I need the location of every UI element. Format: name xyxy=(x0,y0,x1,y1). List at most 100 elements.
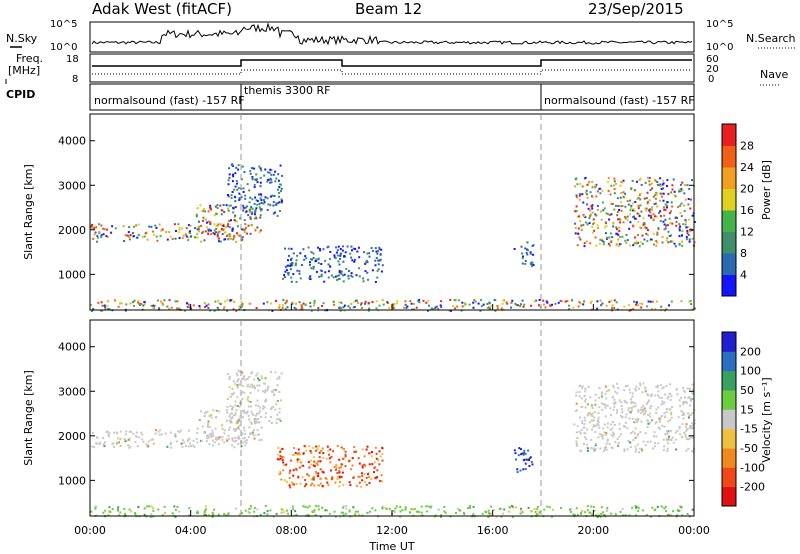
data-cell-power-3 xyxy=(285,265,288,268)
data-cell-velocity-3 xyxy=(374,466,377,469)
data-cell-power-5 xyxy=(660,192,663,195)
data-cell-power-2 xyxy=(240,178,243,181)
beam-label: Beam 12 xyxy=(355,0,422,18)
data-cell-velocity-4 xyxy=(519,448,522,451)
data-cell-velocity-6 xyxy=(519,512,522,515)
data-cell-velocity-3 xyxy=(301,464,304,467)
data-cell-velocity-3 xyxy=(357,457,360,460)
data-cell-power-5 xyxy=(649,183,652,186)
data-cell-velocity-6 xyxy=(603,514,606,516)
data-cell-power-1 xyxy=(253,217,256,220)
data-cell-power-5 xyxy=(685,238,688,241)
data-cell-power-1 xyxy=(243,219,246,222)
data-cell-power-6 xyxy=(293,306,296,309)
data-cell-power-6 xyxy=(137,300,140,302)
data-cell-power-5 xyxy=(615,232,618,235)
data-cell-power-5 xyxy=(672,178,675,181)
data-cell-power-0 xyxy=(216,235,219,238)
data-cell-power-2 xyxy=(263,174,266,177)
data-cell-power-6 xyxy=(396,300,399,303)
data-cell-power-2 xyxy=(260,194,263,197)
data-cell-power-3 xyxy=(371,249,374,252)
data-cell-velocity-5 xyxy=(645,402,648,405)
data-cell-power-2 xyxy=(236,182,239,185)
data-cell-velocity-3 xyxy=(379,480,382,483)
data-cell-velocity-1 xyxy=(218,436,221,439)
data-cell-power-6 xyxy=(291,302,294,305)
data-cell-velocity-5 xyxy=(612,431,615,434)
data-cell-power-3 xyxy=(298,270,301,273)
data-cell-velocity-1 xyxy=(248,426,251,429)
data-cell-power-5 xyxy=(612,222,615,225)
data-cell-power-6 xyxy=(544,306,547,309)
data-cell-power-5 xyxy=(608,218,611,221)
data-cell-power-5 xyxy=(667,241,670,244)
data-cell-power-5 xyxy=(673,242,676,245)
data-cell-velocity-6 xyxy=(128,508,131,511)
data-cell-power-5 xyxy=(643,238,646,241)
data-cell-power-5 xyxy=(617,238,620,241)
data-cell-velocity-5 xyxy=(668,392,671,395)
data-cell-power-6 xyxy=(342,306,345,309)
data-cell-velocity-5 xyxy=(639,412,642,415)
data-cell-power-6 xyxy=(600,304,603,307)
data-cell-power-6 xyxy=(360,303,362,306)
data-cell-power-6 xyxy=(502,308,505,311)
noise-tick-top: 10^5 xyxy=(50,19,77,30)
data-cell-velocity-3 xyxy=(361,466,364,469)
data-cell-power-3 xyxy=(290,258,292,261)
data-cell-power-3 xyxy=(296,254,299,257)
data-cell-velocity-3 xyxy=(328,457,331,460)
data-cell-velocity-6 xyxy=(225,514,228,517)
data-cell-velocity-5 xyxy=(634,405,637,408)
data-cell-power-0 xyxy=(98,223,101,226)
data-cell-velocity-6 xyxy=(345,504,348,507)
data-cell-velocity-5 xyxy=(653,431,656,434)
data-cell-power-5 xyxy=(635,240,638,243)
data-cell-power-0 xyxy=(194,227,196,230)
data-cell-power-2 xyxy=(278,195,280,198)
data-cell-velocity-0 xyxy=(174,435,177,438)
data-cell-velocity-1 xyxy=(207,422,210,425)
velocity-colorbar-segment xyxy=(722,351,736,372)
data-cell-velocity-3 xyxy=(306,473,309,476)
data-cell-velocity-5 xyxy=(644,390,647,393)
xtick-label: 00:00 xyxy=(74,524,106,537)
data-cell-velocity-6 xyxy=(345,507,348,510)
data-cell-power-6 xyxy=(519,305,522,307)
data-cell-velocity-6 xyxy=(203,511,206,514)
data-cell-power-2 xyxy=(281,174,284,177)
data-cell-velocity-2 xyxy=(267,385,270,388)
data-cell-power-2 xyxy=(269,204,272,207)
data-cell-power-0 xyxy=(154,224,157,227)
data-cell-velocity-3 xyxy=(338,475,341,478)
data-cell-power-5 xyxy=(574,178,577,181)
data-cell-power-5 xyxy=(634,236,636,239)
data-cell-power-2 xyxy=(272,204,275,207)
data-cell-velocity-0 xyxy=(189,442,192,445)
data-cell-velocity-6 xyxy=(211,516,214,518)
data-cell-power-3 xyxy=(363,251,366,254)
data-cell-power-3 xyxy=(329,250,332,253)
data-cell-power-6 xyxy=(375,300,378,303)
data-cell-power-6 xyxy=(114,299,117,302)
data-cell-power-3 xyxy=(309,263,311,266)
power-colorbar-tick: 8 xyxy=(740,247,747,260)
data-cell-velocity-5 xyxy=(677,416,680,419)
data-cell-power-6 xyxy=(238,308,241,311)
data-cell-velocity-3 xyxy=(363,472,366,475)
data-cell-velocity-6 xyxy=(250,507,253,510)
data-cell-power-1 xyxy=(210,208,212,211)
data-cell-power-5 xyxy=(652,232,655,235)
data-cell-power-3 xyxy=(299,252,302,255)
data-cell-velocity-5 xyxy=(670,439,673,442)
data-cell-velocity-2 xyxy=(268,420,271,423)
data-cell-velocity-5 xyxy=(680,410,683,412)
data-cell-velocity-5 xyxy=(601,394,604,397)
data-cell-velocity-5 xyxy=(629,441,632,444)
data-cell-velocity-6 xyxy=(569,508,572,511)
data-cell-velocity-2 xyxy=(276,413,279,416)
data-cell-velocity-5 xyxy=(655,421,658,423)
data-cell-power-3 xyxy=(358,256,361,259)
data-cell-velocity-6 xyxy=(420,511,423,514)
